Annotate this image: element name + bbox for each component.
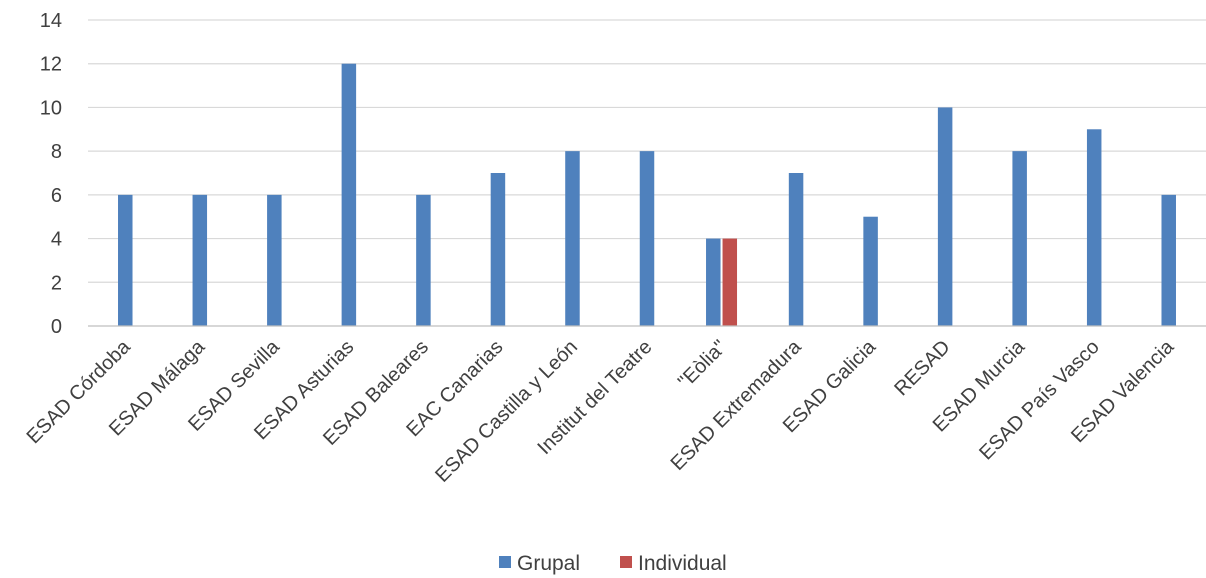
x-tick-label: ESAD Extremadura xyxy=(667,335,807,475)
y-tick-label: 8 xyxy=(51,141,62,163)
x-tick-label: ESAD Castilla y León xyxy=(431,336,582,487)
bar-grupal xyxy=(1086,129,1102,326)
y-tick-label: 6 xyxy=(51,185,62,207)
legend-label: Individual xyxy=(638,552,727,575)
bar-grupal xyxy=(706,238,721,326)
bar-grupal xyxy=(267,194,282,326)
bar-grupal xyxy=(639,151,655,326)
legend-label: Grupal xyxy=(517,552,580,575)
bar-grupal xyxy=(1161,194,1176,326)
bar-grupal xyxy=(565,151,580,326)
y-tick-label: 14 xyxy=(40,10,62,32)
bar-grupal xyxy=(118,194,133,326)
y-axis-ticks: 0 2 4 6 8 10 12 14 xyxy=(40,10,62,338)
bar-grupal xyxy=(192,194,208,326)
legend-swatch-individual xyxy=(620,556,632,568)
bar-grupal xyxy=(788,173,804,326)
bar-grupal xyxy=(937,107,953,326)
x-tick-label: "Eòlia" xyxy=(674,336,731,393)
bars xyxy=(118,63,1176,326)
bar-grupal xyxy=(341,63,357,326)
bar-grupal xyxy=(490,173,506,326)
x-tick-label: RESAD xyxy=(890,336,954,400)
legend-swatch-grupal xyxy=(499,556,511,568)
y-tick-label: 2 xyxy=(51,272,62,294)
legend: Grupal Individual xyxy=(499,552,727,575)
bar-grupal xyxy=(1012,151,1027,326)
bar-individual xyxy=(722,238,738,326)
bar-grupal xyxy=(416,194,431,326)
y-tick-label: 4 xyxy=(51,229,62,251)
bar-grupal xyxy=(863,216,878,326)
y-tick-label: 10 xyxy=(40,97,62,119)
y-tick-label: 0 xyxy=(51,316,62,338)
y-tick-label: 12 xyxy=(40,54,62,76)
